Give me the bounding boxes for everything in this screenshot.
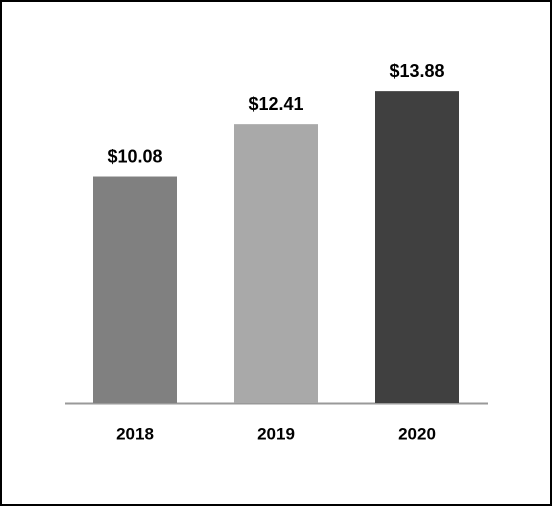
value-label: $12.41 — [248, 94, 303, 114]
bar — [234, 124, 318, 403]
x-tick-label: 2020 — [398, 424, 436, 443]
value-label: $13.88 — [389, 61, 444, 81]
bar — [93, 176, 177, 403]
value-label: $10.08 — [107, 146, 162, 166]
bar — [375, 91, 459, 403]
x-tick-label: 2019 — [257, 424, 295, 443]
x-tick-label: 2018 — [116, 424, 154, 443]
